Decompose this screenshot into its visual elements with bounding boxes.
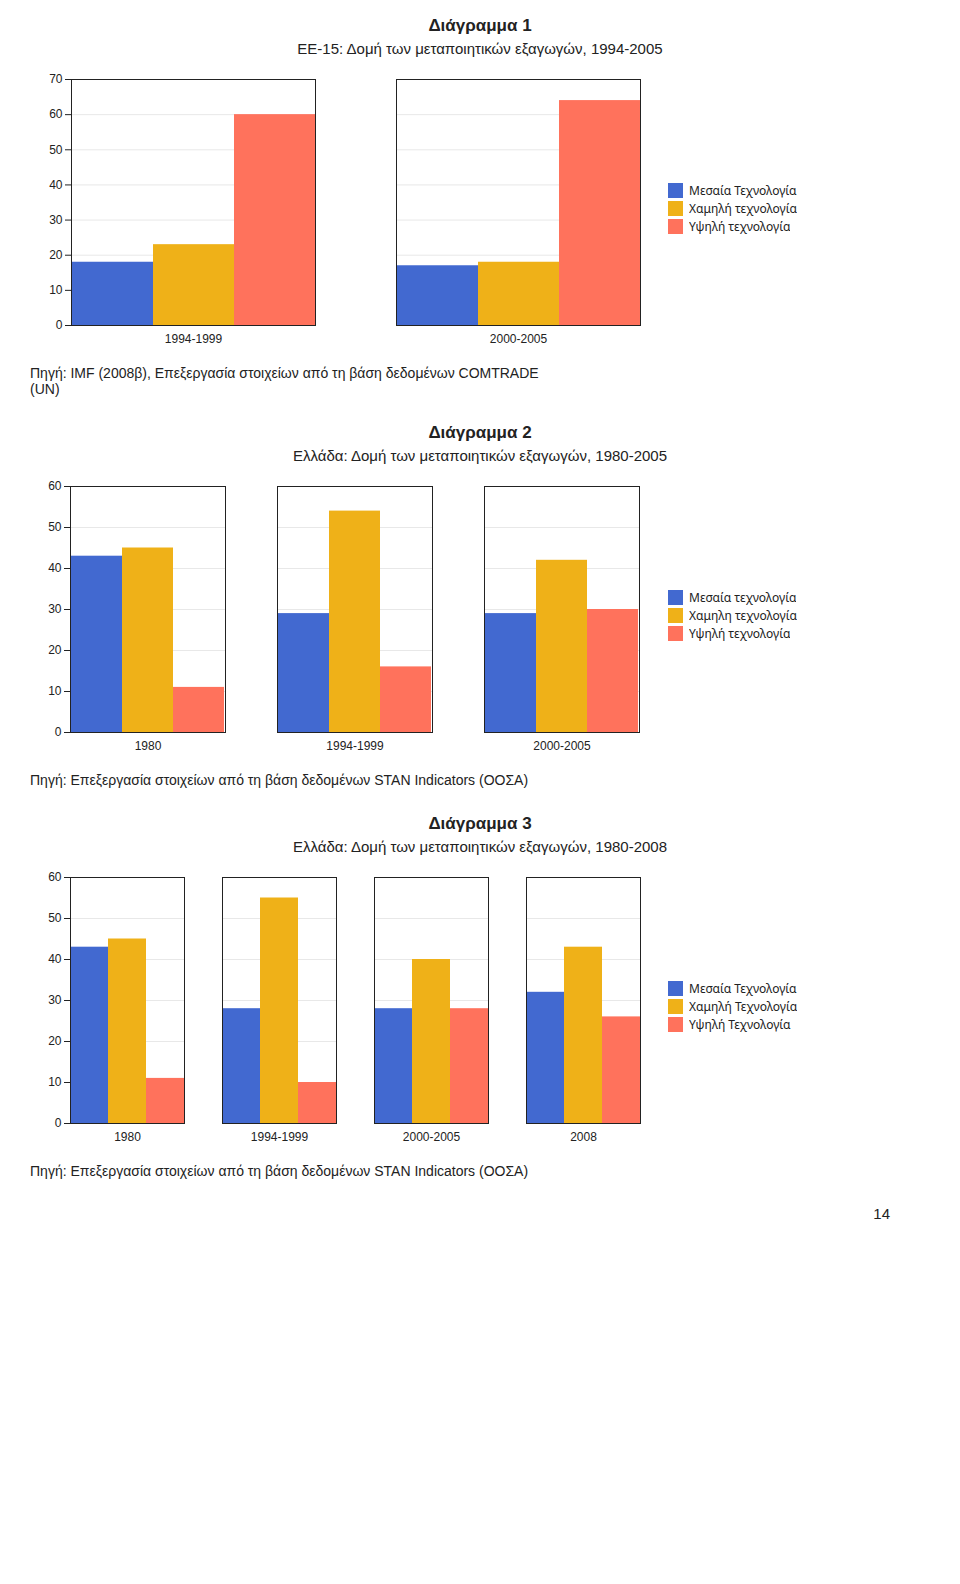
html-text:Πηγή: Επεξεργασία στοιχείων απ: Πηγή: Επεξεργασία στοιχείων από τη βάση … <box>30 772 529 788</box>
svg-text:30: 30 <box>48 993 62 1007</box>
svg-text:0: 0 <box>56 318 63 332</box>
svg-text:20: 20 <box>48 643 62 657</box>
html-text:ΕΕ-15: Δομή των μεταποιητικών: ΕΕ-15: Δομή των μεταποιητικών εξαγωγών, … <box>297 40 663 57</box>
html-text:Μεσαία Τεχνολογία: Μεσαία Τεχνολογία <box>689 980 797 997</box>
svg-text:40: 40 <box>49 178 63 192</box>
html-text:Χαμηλή Τεχνολογία: Χαμηλή Τεχνολογία <box>689 998 798 1015</box>
html-text:Υψηλή Τεχνολογία: Υψηλή Τεχνολογία <box>689 1016 791 1033</box>
svg-text:1994-1999: 1994-1999 <box>326 739 384 753</box>
html-text:(UN): (UN) <box>30 381 60 397</box>
svg-text:40: 40 <box>48 561 62 575</box>
svg-text:10: 10 <box>48 684 62 698</box>
svg-text:1980: 1980 <box>114 1130 141 1144</box>
svg-text:40: 40 <box>48 952 62 966</box>
html-text:Χαμηλή τεχνολογία: Χαμηλή τεχνολογία <box>689 200 797 217</box>
svg-text:10: 10 <box>49 283 63 297</box>
svg-text:1994-1999: 1994-1999 <box>165 332 223 346</box>
html-text:Πηγή: Επεξεργασία στοιχείων απ: Πηγή: Επεξεργασία στοιχείων από τη βάση … <box>30 1163 529 1179</box>
svg-text:10: 10 <box>48 1075 62 1089</box>
html-text:Πηγή: IMF (2008β), Επεξεργασία: Πηγή: IMF (2008β), Επεξεργασία στοιχείων… <box>30 365 539 381</box>
svg-text:2000-2005: 2000-2005 <box>533 739 591 753</box>
svg-text:30: 30 <box>48 602 62 616</box>
svg-text:30: 30 <box>49 213 63 227</box>
svg-text:0: 0 <box>55 725 62 739</box>
svg-text:50: 50 <box>48 911 62 925</box>
svg-text:20: 20 <box>49 248 63 262</box>
svg-text:60: 60 <box>48 870 62 884</box>
svg-text:70: 70 <box>49 72 63 86</box>
html-text:Μεσαία Τεχνολογία: Μεσαία Τεχνολογία <box>689 182 797 199</box>
html-text:Διάγραμμα 2: Διάγραμμα 2 <box>428 423 532 442</box>
svg-text:1994-1999: 1994-1999 <box>251 1130 309 1144</box>
svg-text:60: 60 <box>48 479 62 493</box>
svg-text:2000-2005: 2000-2005 <box>490 332 548 346</box>
html-text:Υψηλή τεχνολογία: Υψηλή τεχνολογία <box>689 218 791 235</box>
html-text:Μεσαία τεχνολογία: Μεσαία τεχνολογία <box>689 589 797 606</box>
html-text:Διάγραμμα 3: Διάγραμμα 3 <box>428 814 532 833</box>
svg-text:2000-2005: 2000-2005 <box>403 1130 461 1144</box>
html-text:14: 14 <box>873 1205 890 1222</box>
svg-text:50: 50 <box>48 520 62 534</box>
html-text:Διάγραμμα 1: Διάγραμμα 1 <box>428 16 532 35</box>
svg-text:20: 20 <box>48 1034 62 1048</box>
svg-text:60: 60 <box>49 107 63 121</box>
html-text:Υψηλή τεχνολογία: Υψηλή τεχνολογία <box>689 625 791 642</box>
html-text:Ελλάδα: Δομή των μεταποιητικών: Ελλάδα: Δομή των μεταποιητικών εξαγωγών,… <box>293 447 667 464</box>
html-text:Χαμηλη τεχνολογία: Χαμηλη τεχνολογία <box>689 607 797 624</box>
svg-text:50: 50 <box>49 143 63 157</box>
html-text:Ελλάδα: Δομή των μεταποιητικών: Ελλάδα: Δομή των μεταποιητικών εξαγωγών,… <box>293 838 667 855</box>
svg-text:2008: 2008 <box>570 1130 597 1144</box>
svg-text:0: 0 <box>55 1116 62 1130</box>
svg-text:1980: 1980 <box>135 739 162 753</box>
